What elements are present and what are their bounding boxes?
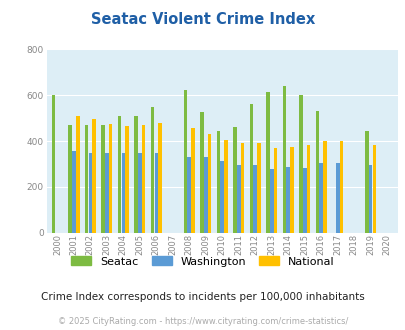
- Bar: [249, 104, 253, 233]
- Bar: [85, 125, 88, 233]
- Bar: [224, 140, 227, 233]
- Text: © 2025 CityRating.com - https://www.cityrating.com/crime-statistics/: © 2025 CityRating.com - https://www.city…: [58, 317, 347, 326]
- Bar: [101, 125, 104, 233]
- Bar: [216, 131, 220, 233]
- Bar: [200, 113, 203, 233]
- Bar: [282, 86, 286, 233]
- Bar: [88, 153, 92, 233]
- Bar: [105, 153, 109, 233]
- Bar: [257, 143, 260, 233]
- Bar: [290, 147, 293, 233]
- Bar: [138, 153, 141, 233]
- Text: Seatac Violent Crime Index: Seatac Violent Crime Index: [91, 12, 314, 26]
- Bar: [121, 153, 125, 233]
- Bar: [150, 107, 154, 233]
- Bar: [52, 95, 55, 233]
- Bar: [253, 165, 256, 233]
- Bar: [240, 143, 244, 233]
- Bar: [125, 126, 129, 233]
- Bar: [207, 134, 211, 233]
- Bar: [273, 148, 277, 233]
- Bar: [315, 111, 318, 233]
- Bar: [183, 90, 187, 233]
- Bar: [191, 128, 194, 233]
- Bar: [237, 165, 240, 233]
- Bar: [339, 141, 343, 233]
- Bar: [109, 124, 112, 233]
- Bar: [232, 127, 236, 233]
- Bar: [319, 163, 322, 233]
- Bar: [322, 141, 326, 233]
- Bar: [298, 95, 302, 233]
- Bar: [76, 116, 79, 233]
- Bar: [203, 157, 207, 233]
- Bar: [72, 151, 75, 233]
- Bar: [266, 92, 269, 233]
- Bar: [335, 163, 339, 233]
- Bar: [117, 116, 121, 233]
- Bar: [134, 116, 138, 233]
- Bar: [68, 125, 72, 233]
- Bar: [141, 125, 145, 233]
- Bar: [306, 145, 309, 233]
- Bar: [368, 165, 371, 233]
- Bar: [372, 145, 375, 233]
- Text: Crime Index corresponds to incidents per 100,000 inhabitants: Crime Index corresponds to incidents per…: [41, 292, 364, 302]
- Bar: [187, 157, 191, 233]
- Bar: [302, 168, 306, 233]
- Bar: [92, 119, 96, 233]
- Bar: [286, 167, 289, 233]
- Bar: [220, 161, 224, 233]
- Bar: [269, 169, 273, 233]
- Legend: Seatac, Washington, National: Seatac, Washington, National: [71, 256, 334, 267]
- Bar: [364, 131, 368, 233]
- Bar: [158, 123, 162, 233]
- Bar: [154, 153, 158, 233]
